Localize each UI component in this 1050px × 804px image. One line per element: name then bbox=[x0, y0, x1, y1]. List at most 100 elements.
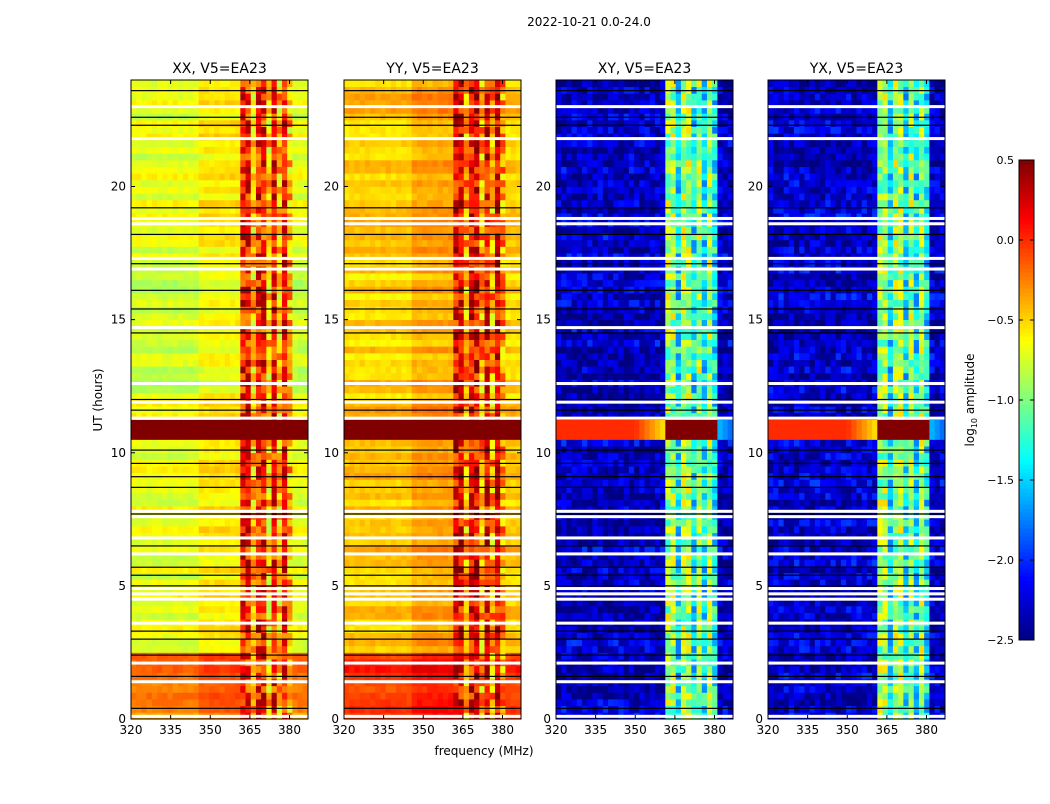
heatmap-cell bbox=[152, 606, 158, 613]
heatmap-cell bbox=[375, 559, 381, 566]
heatmap-cell bbox=[204, 652, 210, 659]
heatmap-cell bbox=[277, 153, 283, 160]
heatmap-cell bbox=[173, 686, 179, 693]
heatmap-cell bbox=[152, 439, 158, 446]
heatmap-cell bbox=[396, 539, 402, 546]
heatmap-cell bbox=[246, 147, 252, 154]
heatmap-cell bbox=[417, 479, 423, 486]
heatmap-cell bbox=[277, 167, 283, 174]
heatmap-cell bbox=[141, 479, 147, 486]
heatmap-cell bbox=[417, 632, 423, 639]
heatmap-cell bbox=[386, 606, 392, 613]
heatmap-cell bbox=[511, 626, 517, 633]
heatmap-cell bbox=[225, 499, 231, 506]
heatmap-cell bbox=[427, 426, 433, 433]
heatmap-cell bbox=[386, 613, 392, 620]
heatmap-cell bbox=[147, 386, 153, 393]
heatmap-cell bbox=[360, 686, 366, 693]
heatmap-cell bbox=[136, 419, 142, 426]
heatmap-cell bbox=[188, 706, 194, 713]
heatmap-cell bbox=[178, 466, 184, 473]
heatmap-cell bbox=[261, 240, 267, 247]
heatmap-cell bbox=[162, 313, 168, 320]
heatmap-cell bbox=[157, 127, 163, 134]
heatmap-cell bbox=[199, 320, 205, 327]
heatmap-cell bbox=[188, 692, 194, 699]
heatmap-cell bbox=[235, 706, 241, 713]
heatmap-cell bbox=[422, 519, 428, 526]
heatmap-cell bbox=[427, 433, 433, 440]
heatmap-cell bbox=[386, 479, 392, 486]
heatmap-cell bbox=[214, 240, 220, 247]
heatmap-cell bbox=[220, 226, 226, 233]
heatmap-cell bbox=[256, 240, 262, 247]
heatmap-cell bbox=[152, 493, 158, 500]
heatmap-cell bbox=[448, 393, 454, 400]
heatmap-cell bbox=[157, 393, 163, 400]
heatmap-cell bbox=[261, 193, 267, 200]
heatmap-cell bbox=[147, 360, 153, 367]
heatmap-cell bbox=[178, 346, 184, 353]
heatmap-cell bbox=[433, 652, 439, 659]
heatmap-cell bbox=[349, 453, 355, 460]
heatmap-cell bbox=[183, 346, 189, 353]
heatmap-cell bbox=[147, 246, 153, 253]
heatmap-cell bbox=[214, 153, 220, 160]
heatmap-cell bbox=[391, 439, 397, 446]
heatmap-cell bbox=[292, 200, 298, 207]
heatmap-cell bbox=[443, 632, 449, 639]
heatmap-cell bbox=[380, 626, 386, 633]
heatmap-cell bbox=[235, 313, 241, 320]
heatmap-cell bbox=[396, 546, 402, 553]
heatmap-cell bbox=[188, 153, 194, 160]
heatmap-cell bbox=[277, 526, 283, 533]
heatmap-cell bbox=[157, 646, 163, 653]
heatmap-cell bbox=[131, 686, 137, 693]
heatmap-cell bbox=[469, 546, 475, 553]
heatmap-cell bbox=[443, 639, 449, 646]
heatmap-cell bbox=[199, 419, 205, 426]
heatmap-cell bbox=[261, 366, 267, 373]
heatmap-cell bbox=[193, 606, 199, 613]
heatmap-cell bbox=[246, 293, 252, 300]
heatmap-cell bbox=[427, 626, 433, 633]
heatmap-cell bbox=[246, 346, 252, 353]
heatmap-cell bbox=[188, 313, 194, 320]
heatmap-cell bbox=[292, 692, 298, 699]
heatmap-cell bbox=[235, 320, 241, 327]
heatmap-cell bbox=[396, 479, 402, 486]
heatmap-cell bbox=[246, 167, 252, 174]
heatmap-cell bbox=[485, 453, 491, 460]
heatmap-cell bbox=[282, 360, 288, 367]
heatmap-cell bbox=[230, 187, 236, 194]
heatmap-cell bbox=[261, 333, 267, 340]
heatmap-cell bbox=[511, 493, 517, 500]
heatmap-cell bbox=[173, 226, 179, 233]
heatmap-cell bbox=[292, 173, 298, 180]
heatmap-cell bbox=[453, 613, 459, 620]
heatmap-cell bbox=[354, 559, 360, 566]
heatmap-cell bbox=[380, 706, 386, 713]
y-tick-label: 15 bbox=[111, 313, 126, 327]
heatmap-cell bbox=[147, 346, 153, 353]
heatmap-cell bbox=[360, 639, 366, 646]
heatmap-cell bbox=[490, 419, 496, 426]
heatmap-cell bbox=[188, 93, 194, 100]
heatmap-cell bbox=[235, 632, 241, 639]
heatmap-cell bbox=[292, 140, 298, 147]
heatmap-cell bbox=[438, 466, 444, 473]
heatmap-cell bbox=[505, 426, 511, 433]
heatmap-cell bbox=[401, 606, 407, 613]
heatmap-cell bbox=[485, 559, 491, 566]
heatmap-cell bbox=[272, 200, 278, 207]
heatmap-cell bbox=[230, 646, 236, 653]
heatmap-cell bbox=[469, 559, 475, 566]
heatmap-cell bbox=[370, 479, 376, 486]
heatmap-cell bbox=[495, 573, 501, 580]
heatmap-cell bbox=[230, 120, 236, 127]
heatmap-cell bbox=[230, 173, 236, 180]
heatmap-cell bbox=[282, 333, 288, 340]
heatmap-cell bbox=[298, 240, 304, 247]
heatmap-cell bbox=[443, 419, 449, 426]
heatmap-cell bbox=[167, 573, 173, 580]
